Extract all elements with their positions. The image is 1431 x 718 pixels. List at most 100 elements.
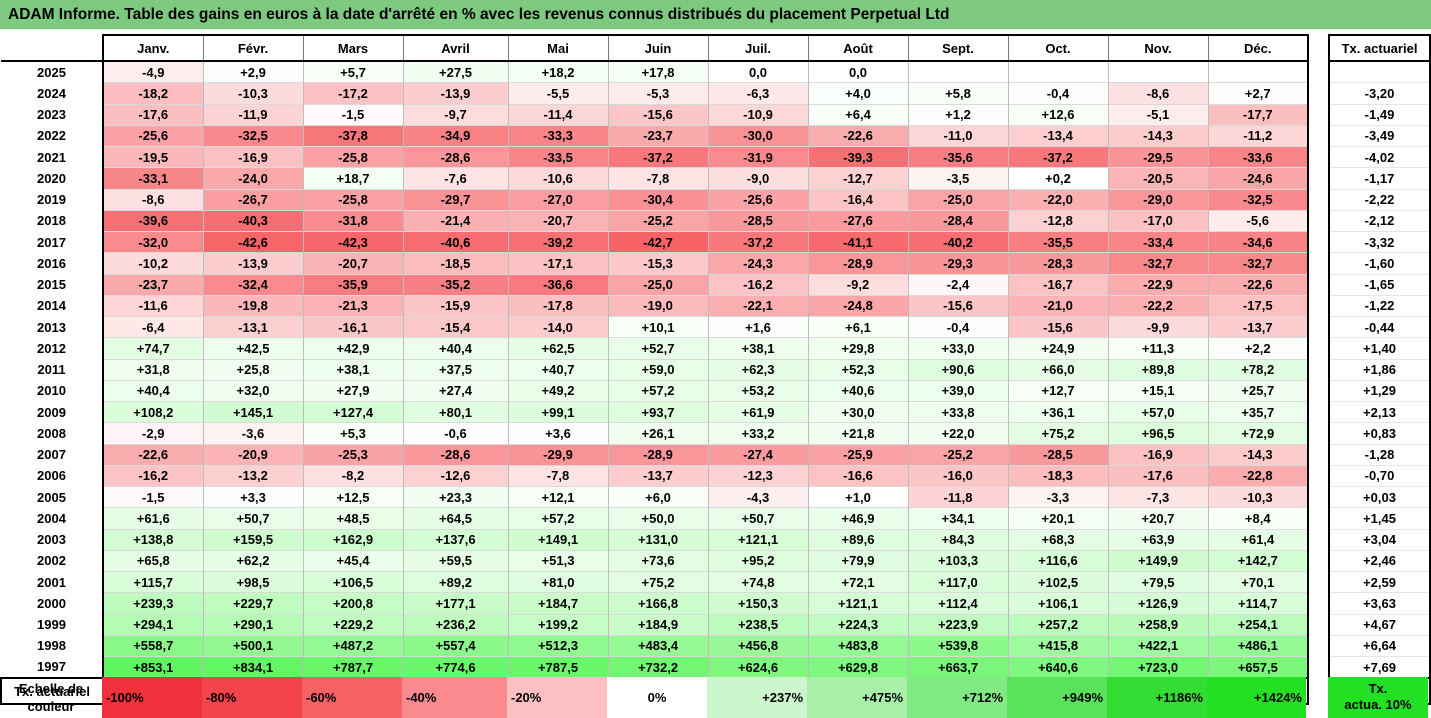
gain-cell: +512,3	[507, 634, 608, 657]
gain-cell: -11,6	[102, 294, 203, 317]
gain-cell: +199,2	[507, 613, 608, 636]
gain-cell: -30,0	[707, 124, 808, 147]
year-label: 2014	[1, 295, 104, 317]
gain-cell: -11,0	[907, 124, 1008, 147]
gain-cell: -28,4	[907, 209, 1008, 232]
gain-cell: -37,2	[1007, 145, 1108, 168]
gain-cell: -12,7	[807, 167, 908, 189]
gain-cell: -42,6	[202, 230, 303, 253]
gain-cell: -5,3	[607, 82, 708, 104]
gain-cell: +90,6	[907, 358, 1008, 381]
gain-cell: -28,9	[807, 252, 908, 274]
month-header: Janv.	[102, 34, 203, 62]
gain-cell: +95,2	[707, 549, 808, 572]
gain-cell: -29,5	[1107, 145, 1208, 168]
gain-cell: +62,3	[707, 358, 808, 381]
gain-cell: +40,6	[807, 379, 908, 402]
gain-cell: +114,7	[1207, 592, 1309, 614]
gain-cell: +75,2	[607, 570, 708, 593]
gain-cell: -31,9	[707, 145, 808, 168]
gain-cell: +145,1	[202, 400, 303, 423]
legend-swatch: -60%	[302, 677, 402, 718]
gain-cell: -28,3	[1007, 252, 1108, 274]
gain-cell: +20,1	[1007, 507, 1108, 529]
year-label: 2010	[1, 380, 104, 402]
gain-cell: -37,2	[607, 145, 708, 168]
gain-cell: -33,3	[507, 124, 608, 147]
gain-cell: -33,1	[102, 167, 203, 189]
gain-cell: -27,6	[807, 209, 908, 232]
gain-cell: -35,6	[907, 145, 1008, 168]
gain-cell: -8,6	[102, 188, 203, 211]
gain-cell: -13,7	[607, 464, 708, 487]
gain-cell: +456,8	[707, 634, 808, 657]
gain-cell: -42,3	[302, 230, 403, 253]
gain-cell: +108,2	[102, 400, 203, 423]
gain-cell: +5,7	[302, 60, 403, 83]
year-label: 2002	[1, 550, 104, 572]
gain-cell: +8,4	[1207, 507, 1309, 529]
gain-cell: -40,6	[402, 230, 508, 253]
gain-cell: +63,9	[1107, 528, 1208, 551]
gain-cell: +50,7	[202, 507, 303, 529]
gain-cell: +3,3	[202, 485, 303, 508]
gain-cell	[1207, 60, 1309, 83]
gain-cell: -17,7	[1207, 103, 1309, 126]
gain-cell: -32,5	[202, 124, 303, 147]
gain-cell: -20,9	[202, 443, 303, 466]
gain-cell: -41,1	[807, 230, 908, 253]
table-row: 2014 -11,6 -19,8 -21,3 -15,9 -17,8 -19,0 -22,1-…	[1, 294, 1309, 317]
gain-cell: +74,7	[102, 337, 203, 359]
table-row: 2023 -17,6 -11,9 -1,5 -9,7 -11,4 -15,6 -10,9 +6,…	[1, 103, 1309, 126]
gain-cell: -6,3	[707, 82, 808, 104]
gain-cell: +640,6	[1007, 656, 1108, 679]
tx-actuariel-cell: +3,04	[1328, 528, 1431, 551]
gain-cell: +12,7	[1007, 379, 1108, 402]
gain-cell: +96,5	[1107, 422, 1208, 444]
gain-cell: +774,6	[402, 656, 508, 679]
gain-cell: +24,9	[1007, 337, 1108, 359]
gain-cell: +258,9	[1107, 613, 1208, 636]
gain-cell: -0,6	[402, 422, 508, 444]
gain-cell: -14,3	[1107, 124, 1208, 147]
gain-cell: +5,3	[302, 422, 403, 444]
gain-cell: +2,2	[1207, 337, 1309, 359]
gain-cell: -15,4	[402, 315, 508, 338]
gain-cell: -7,8	[507, 464, 608, 487]
gain-cell: -3,3	[1007, 485, 1108, 508]
gain-cell: +64,5	[402, 507, 508, 529]
year-label: 2025	[1, 61, 104, 83]
gain-cell: -25,9	[807, 443, 908, 466]
tx-actuariel-cell: -4,02	[1328, 145, 1431, 168]
tx-actuariel-cell: +0,03	[1328, 485, 1431, 508]
legend-swatch: -100%	[102, 677, 202, 718]
gain-cell: +557,4	[402, 634, 508, 657]
gain-cell: +5,8	[907, 82, 1008, 104]
gain-cell: +57,2	[607, 379, 708, 402]
gain-cell: -3,5	[907, 167, 1008, 189]
gain-cell: -7,6	[402, 167, 508, 189]
tx-actuariel-header: Tx. actuariel	[1328, 34, 1431, 62]
year-label: 2018	[1, 210, 104, 232]
gain-cell: +1,0	[807, 485, 908, 508]
gain-cell: -19,0	[607, 294, 708, 317]
gain-cell: -25,8	[302, 145, 403, 168]
gain-cell: +33,0	[907, 337, 1008, 359]
month-header: Mai	[507, 34, 608, 62]
year-label: 2003	[1, 529, 104, 551]
year-label: 2012	[1, 337, 104, 359]
gain-cell: +89,2	[402, 570, 508, 593]
gain-cell: -15,6	[607, 103, 708, 126]
gain-cell: +12,1	[507, 485, 608, 508]
gain-cell: -16,6	[807, 464, 908, 487]
gain-cell	[1107, 60, 1208, 83]
year-label: 2006	[1, 465, 104, 487]
year-label: 2020	[1, 167, 104, 189]
gain-cell: -16,1	[302, 315, 403, 338]
gain-cell: +20,7	[1107, 507, 1208, 529]
gain-cell: -22,6	[102, 443, 203, 466]
year-label: 2015	[1, 274, 104, 296]
gain-cell: +294,1	[102, 613, 203, 636]
tx-actuariel-cell: +2,59	[1328, 570, 1431, 593]
gain-cell: -40,2	[907, 230, 1008, 253]
